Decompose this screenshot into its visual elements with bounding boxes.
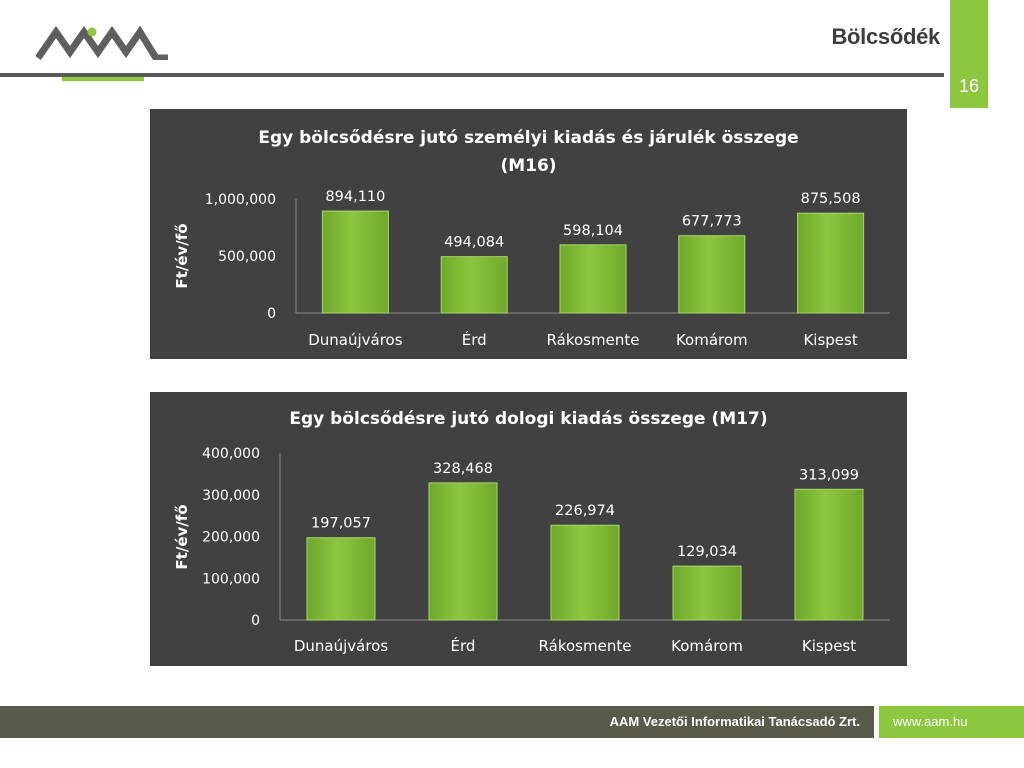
m17-bar <box>794 488 864 621</box>
m17-data-label: 129,034 <box>677 544 737 560</box>
page-number-tab <box>950 0 988 108</box>
m17-bar <box>306 537 376 621</box>
m17-y-axis-title: Ft/év/fő <box>173 504 191 569</box>
footer-bar <box>0 706 874 738</box>
chart-material-cost-svg: Egy bölcsődésre jutó dologi kiadás össze… <box>173 409 890 655</box>
m17-data-label: 328,468 <box>433 461 493 477</box>
footer-company: AAM Vezetői Informatikai Tanácsadó Zrt. <box>609 714 860 729</box>
m17-ytick-label: 100,000 <box>202 571 260 587</box>
m16-data-label: 894,110 <box>325 189 385 205</box>
m16-category-label: Dunaújváros <box>308 331 403 349</box>
m16-bar <box>440 256 508 314</box>
m17-data-label: 226,974 <box>555 503 615 519</box>
m17-bar <box>672 565 742 621</box>
m16-title-line-2: (M16) <box>500 156 556 176</box>
m16-category-label: Rákosmente <box>547 331 640 349</box>
slide-title: Bölcsődék <box>831 24 940 49</box>
m17-data-label: 313,099 <box>799 467 859 483</box>
m16-category-label: Komárom <box>676 331 748 349</box>
m16-bar <box>321 210 389 314</box>
m16-data-label: 677,773 <box>682 214 742 230</box>
m16-ytick-label: 500,000 <box>218 249 276 265</box>
m17-ytick-label: 300,000 <box>202 488 260 504</box>
m17-data-label: 197,057 <box>311 516 371 532</box>
m17-ytick-label: 200,000 <box>202 530 260 546</box>
m17-category-label: Kispest <box>802 637 856 655</box>
m16-category-label: Érd <box>462 330 487 349</box>
m17-category-label: Érd <box>451 636 476 655</box>
m17-ytick-label: 0 <box>251 613 260 629</box>
logo-green-dot <box>87 27 97 37</box>
m17-category-label: Rákosmente <box>539 637 632 655</box>
m17-ytick-label: 400,000 <box>202 446 260 462</box>
m16-category-label: Kispest <box>803 331 857 349</box>
m16-bar <box>797 212 865 314</box>
m16-data-label: 875,508 <box>801 191 861 207</box>
m16-ytick-label: 0 <box>267 306 276 322</box>
chart-personnel-cost: Egy bölcsődésre jutó személyi kiadás és … <box>150 109 907 359</box>
chart-personnel-cost-svg: Egy bölcsődésre jutó személyi kiadás és … <box>173 128 890 349</box>
m17-bar <box>550 524 620 621</box>
chart-material-cost: Egy bölcsődésre jutó dologi kiadás össze… <box>150 392 907 666</box>
aam-logo <box>36 26 168 60</box>
m17-bar <box>428 482 498 621</box>
m17-title-line-1: Egy bölcsődésre jutó dologi kiadás össze… <box>289 409 767 429</box>
header-accent <box>62 77 144 81</box>
m16-y-axis-title: Ft/év/fő <box>173 223 191 288</box>
page-number: 16 <box>958 76 980 96</box>
header-divider <box>0 73 944 77</box>
m16-data-label: 494,084 <box>444 235 504 251</box>
m16-ytick-label: 1,000,000 <box>205 192 276 208</box>
footer-website-box: www.aam.hu <box>879 706 1024 738</box>
m16-data-label: 598,104 <box>563 223 623 239</box>
m17-category-label: Dunaújváros <box>294 637 389 655</box>
m17-category-label: Komárom <box>671 637 743 655</box>
m16-bar <box>559 244 627 314</box>
footer-website[interactable]: www.aam.hu <box>893 714 968 729</box>
m16-title-line-1: Egy bölcsődésre jutó személyi kiadás és … <box>258 128 798 148</box>
m16-bar <box>678 235 746 314</box>
